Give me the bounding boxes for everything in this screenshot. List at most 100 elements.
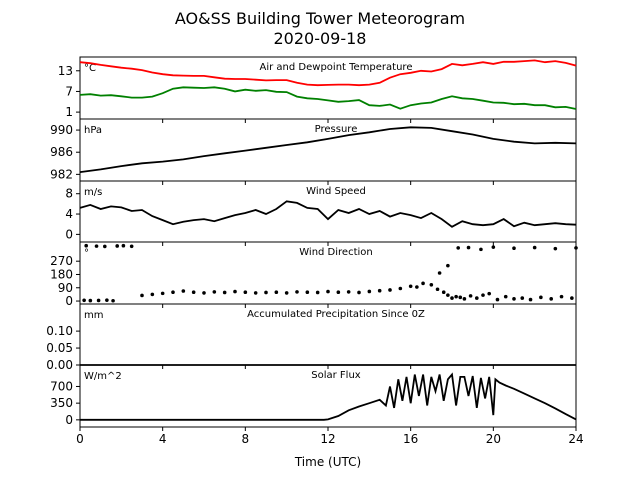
panels-group: 1 7 13 Air and Dewpoint Temperature °C 982 986… xyxy=(46,56,578,431)
wind-direction-point xyxy=(105,298,109,302)
wind-direction-point xyxy=(326,289,330,294)
wind-direction-point xyxy=(121,243,126,248)
wind-direction-point xyxy=(191,290,196,294)
series-line-1-0 xyxy=(79,126,577,173)
wind-direction-point xyxy=(284,291,289,295)
panel-4: 0.00 0.05 0.10 Accumulated Precipitation Si… xyxy=(46,303,577,372)
wind-direction-point xyxy=(264,290,268,295)
panel-2: 0 4 8 Wind Speed m/s xyxy=(65,180,577,246)
y-tick-label: 13 xyxy=(58,64,73,78)
wind-direction-point xyxy=(512,246,516,250)
x-tick-label: 24 xyxy=(568,432,583,446)
x-tick-label: 8 xyxy=(242,432,250,446)
wind-direction-point xyxy=(367,289,372,294)
x-axis-label: Time (UTC) xyxy=(294,455,361,469)
y-tick-label: 0 xyxy=(65,413,73,427)
y-tick-label: 90 xyxy=(58,281,73,295)
panel-5: 0 350 700 Solar Flux W/m^2 xyxy=(50,364,577,431)
wind-direction-point xyxy=(441,290,446,294)
panel-title: Accumulated Precipitation Since 0Z xyxy=(247,309,425,320)
wind-direction-point xyxy=(503,294,508,299)
x-tick-label: 4 xyxy=(159,432,167,446)
wind-direction-point xyxy=(520,296,525,300)
wind-direction-point xyxy=(94,244,99,248)
y-tick-label: 350 xyxy=(50,396,73,410)
wind-direction-point xyxy=(398,286,403,291)
wind-direction-point xyxy=(454,294,458,299)
wind-direction-point xyxy=(111,298,115,303)
wind-direction-point xyxy=(495,297,500,302)
panel-title: Wind Direction xyxy=(299,247,373,258)
panel-title: Wind Speed xyxy=(306,186,366,197)
wind-direction-point xyxy=(295,290,299,294)
wind-direction-point xyxy=(171,290,175,294)
y-tick-label: 0.00 xyxy=(46,358,73,372)
wind-direction-point xyxy=(233,289,237,294)
y-tick-label: 0.05 xyxy=(46,341,73,355)
x-tick-label: 20 xyxy=(486,432,501,446)
wind-direction-point xyxy=(377,288,382,293)
wind-direction-point xyxy=(129,244,134,249)
wind-direction-point xyxy=(421,281,425,286)
wind-direction-point xyxy=(574,246,578,250)
wind-direction-point xyxy=(466,245,471,250)
wind-direction-point xyxy=(96,298,101,303)
x-axis: 0 4 8 12 16 20 24 xyxy=(76,432,583,446)
wind-direction-point xyxy=(446,293,450,297)
wind-direction-point xyxy=(274,290,279,294)
wind-direction-point xyxy=(388,288,392,292)
wind-direction-point xyxy=(253,291,258,295)
figure-title-line1: AO&SS Building Tower Meteorogram xyxy=(175,9,465,28)
wind-direction-point xyxy=(437,271,442,275)
y-tick-label: 990 xyxy=(50,123,73,137)
wind-direction-point xyxy=(212,290,217,294)
wind-direction-point xyxy=(150,292,155,297)
wind-direction-point xyxy=(487,291,492,296)
y-tick-label: 270 xyxy=(50,254,73,268)
y-tick-label: 180 xyxy=(50,267,73,281)
wind-direction-point xyxy=(528,297,533,302)
panel-0: 1 7 13 Air and Dewpoint Temperature °C xyxy=(58,56,577,123)
panel-1: 982 986 990 Pressure hPa xyxy=(50,118,577,185)
panel-unit: W/m^2 xyxy=(84,371,122,382)
wind-direction-point xyxy=(549,297,553,301)
wind-direction-point xyxy=(336,290,341,294)
series-line-2-0 xyxy=(79,200,577,228)
wind-direction-point xyxy=(408,284,413,289)
wind-direction-point xyxy=(222,290,227,295)
panel-unit: m/s xyxy=(84,187,102,198)
wind-direction-point xyxy=(88,298,93,303)
wind-direction-point xyxy=(181,289,186,293)
wind-direction-point xyxy=(140,293,144,298)
panel-unit: ° xyxy=(84,248,89,259)
series-line-5-0 xyxy=(80,372,577,421)
wind-direction-point xyxy=(160,291,165,296)
wind-direction-point xyxy=(450,296,454,300)
series-line-0-0 xyxy=(79,59,577,87)
wind-direction-point xyxy=(415,285,419,289)
wind-direction-point xyxy=(357,290,361,295)
wind-direction-point xyxy=(305,290,310,294)
y-tick-label: 7 xyxy=(65,84,73,98)
wind-direction-point xyxy=(491,245,496,249)
wind-direction-point xyxy=(429,283,434,287)
wind-direction-point xyxy=(115,244,119,248)
y-tick-label: 8 xyxy=(65,187,73,201)
wind-direction-point xyxy=(346,290,351,294)
y-tick-label: 4 xyxy=(65,207,73,221)
figure-title-line2: 2020-09-18 xyxy=(274,29,367,48)
wind-direction-point xyxy=(479,247,483,252)
wind-direction-point xyxy=(84,243,88,248)
wind-direction-point xyxy=(559,294,564,299)
y-tick-label: 0.10 xyxy=(46,324,73,338)
wind-direction-point xyxy=(82,298,86,303)
y-tick-label: 0 xyxy=(65,227,73,241)
x-tick-label: 12 xyxy=(320,432,335,446)
panel-unit: hPa xyxy=(84,125,102,136)
y-tick-label: 1 xyxy=(65,105,73,119)
x-tick-label: 16 xyxy=(403,432,418,446)
wind-direction-point xyxy=(539,295,543,300)
wind-direction-point xyxy=(462,297,467,301)
